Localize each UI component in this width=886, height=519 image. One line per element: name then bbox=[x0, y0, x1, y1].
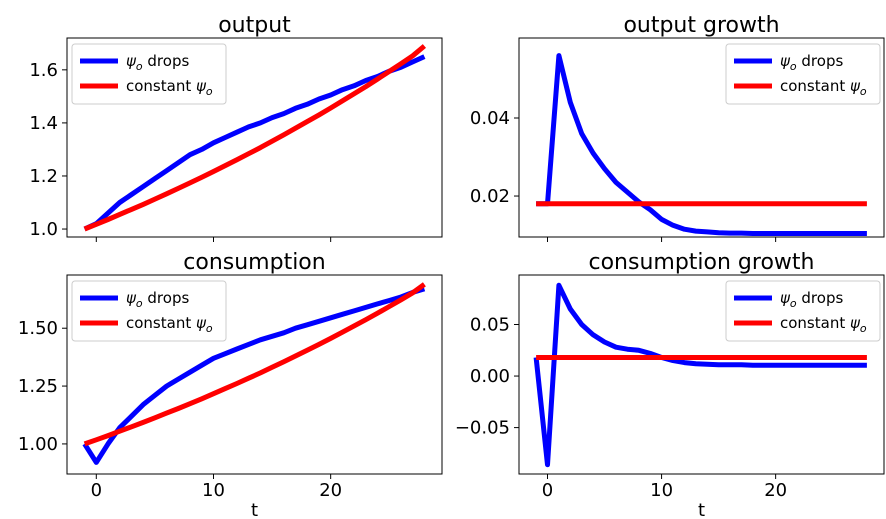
legend-label-symbol: ψ bbox=[126, 52, 137, 70]
y-tick-label: 1.2 bbox=[29, 166, 58, 187]
legend-label-subscript: o bbox=[790, 297, 797, 310]
legend-label-prefix: constant bbox=[126, 314, 196, 332]
series-line-1 bbox=[83, 282, 426, 447]
legend-label-symbol: ψ bbox=[780, 52, 791, 70]
x-tick-label: 0 bbox=[91, 480, 102, 501]
legend-label-subscript: o bbox=[206, 85, 213, 98]
legend-label-symbol: ψ bbox=[780, 289, 791, 307]
y-tick-label: 1.00 bbox=[18, 434, 58, 455]
legend-label-suffix: drops bbox=[143, 52, 190, 70]
legend-label-suffix: drops bbox=[143, 289, 190, 307]
legend-label-suffix: drops bbox=[797, 289, 844, 307]
legend-label-suffix: drops bbox=[797, 52, 844, 70]
chart-title: consumption growth bbox=[589, 250, 815, 275]
legend-label-1: constant ψo bbox=[780, 314, 867, 335]
chart-title: output bbox=[218, 13, 291, 38]
legend-label-subscript: o bbox=[860, 85, 867, 98]
axes-frame bbox=[518, 274, 885, 475]
legend-label-0: ψo drops bbox=[780, 289, 843, 310]
legend-label-0: ψo drops bbox=[126, 289, 189, 310]
y-tick-label: 1.4 bbox=[29, 113, 58, 134]
legend-label-symbol: ψ bbox=[850, 314, 861, 332]
legend-label-symbol: ψ bbox=[126, 289, 137, 307]
legend-label-prefix: constant bbox=[780, 77, 850, 95]
y-tick-label: 0.02 bbox=[470, 186, 510, 207]
x-tick-label: 10 bbox=[202, 480, 225, 501]
x-axis-label: t bbox=[251, 500, 258, 519]
series-line-0 bbox=[536, 53, 867, 236]
series-line-0 bbox=[533, 282, 867, 468]
legend-label-subscript: o bbox=[790, 60, 797, 73]
legend-label-subscript: o bbox=[206, 322, 213, 335]
y-tick-label: 0.00 bbox=[470, 366, 510, 387]
chart-title: consumption bbox=[183, 250, 325, 275]
y-tick-label: 1.0 bbox=[29, 219, 58, 240]
x-tick-label: 20 bbox=[764, 480, 787, 501]
legend-label-subscript: o bbox=[136, 297, 143, 310]
x-tick-label: 10 bbox=[650, 480, 673, 501]
x-tick-label: 20 bbox=[319, 480, 342, 501]
legend-label-subscript: o bbox=[860, 322, 867, 335]
legend-label-1: constant ψo bbox=[126, 77, 213, 98]
axes-frame bbox=[66, 274, 443, 475]
panel-3: consumption growth 0 10 20 −0.05 0.00 0.05 t ψo … bbox=[455, 250, 885, 519]
y-tick-label: −0.05 bbox=[455, 418, 510, 439]
legend-label-1: constant ψo bbox=[126, 314, 213, 335]
y-tick-label: 0.05 bbox=[470, 314, 510, 335]
y-tick-label: 0.04 bbox=[470, 108, 510, 129]
x-axis-label: t bbox=[698, 500, 705, 519]
legend-label-symbol: ψ bbox=[196, 77, 207, 95]
legend-label-prefix: constant bbox=[126, 77, 196, 95]
legend-label-1: constant ψo bbox=[780, 77, 867, 98]
chart-title: output growth bbox=[623, 13, 779, 38]
series-line-0 bbox=[82, 286, 426, 465]
x-tick-label: 0 bbox=[542, 480, 553, 501]
legend-label-symbol: ψ bbox=[850, 77, 861, 95]
axes-frame bbox=[518, 37, 885, 238]
y-tick-label: 1.6 bbox=[29, 60, 58, 81]
legend-label-subscript: o bbox=[136, 60, 143, 73]
y-tick-label: 1.50 bbox=[18, 318, 58, 339]
y-tick-label: 1.25 bbox=[18, 376, 58, 397]
legend-label-prefix: constant bbox=[780, 314, 850, 332]
legend-label-0: ψo drops bbox=[126, 52, 189, 73]
series-line-1 bbox=[83, 44, 427, 232]
legend-label-symbol: ψ bbox=[196, 314, 207, 332]
legend-label-0: ψo drops bbox=[780, 52, 843, 73]
series-line-0 bbox=[83, 54, 426, 232]
axes-frame bbox=[66, 37, 443, 238]
